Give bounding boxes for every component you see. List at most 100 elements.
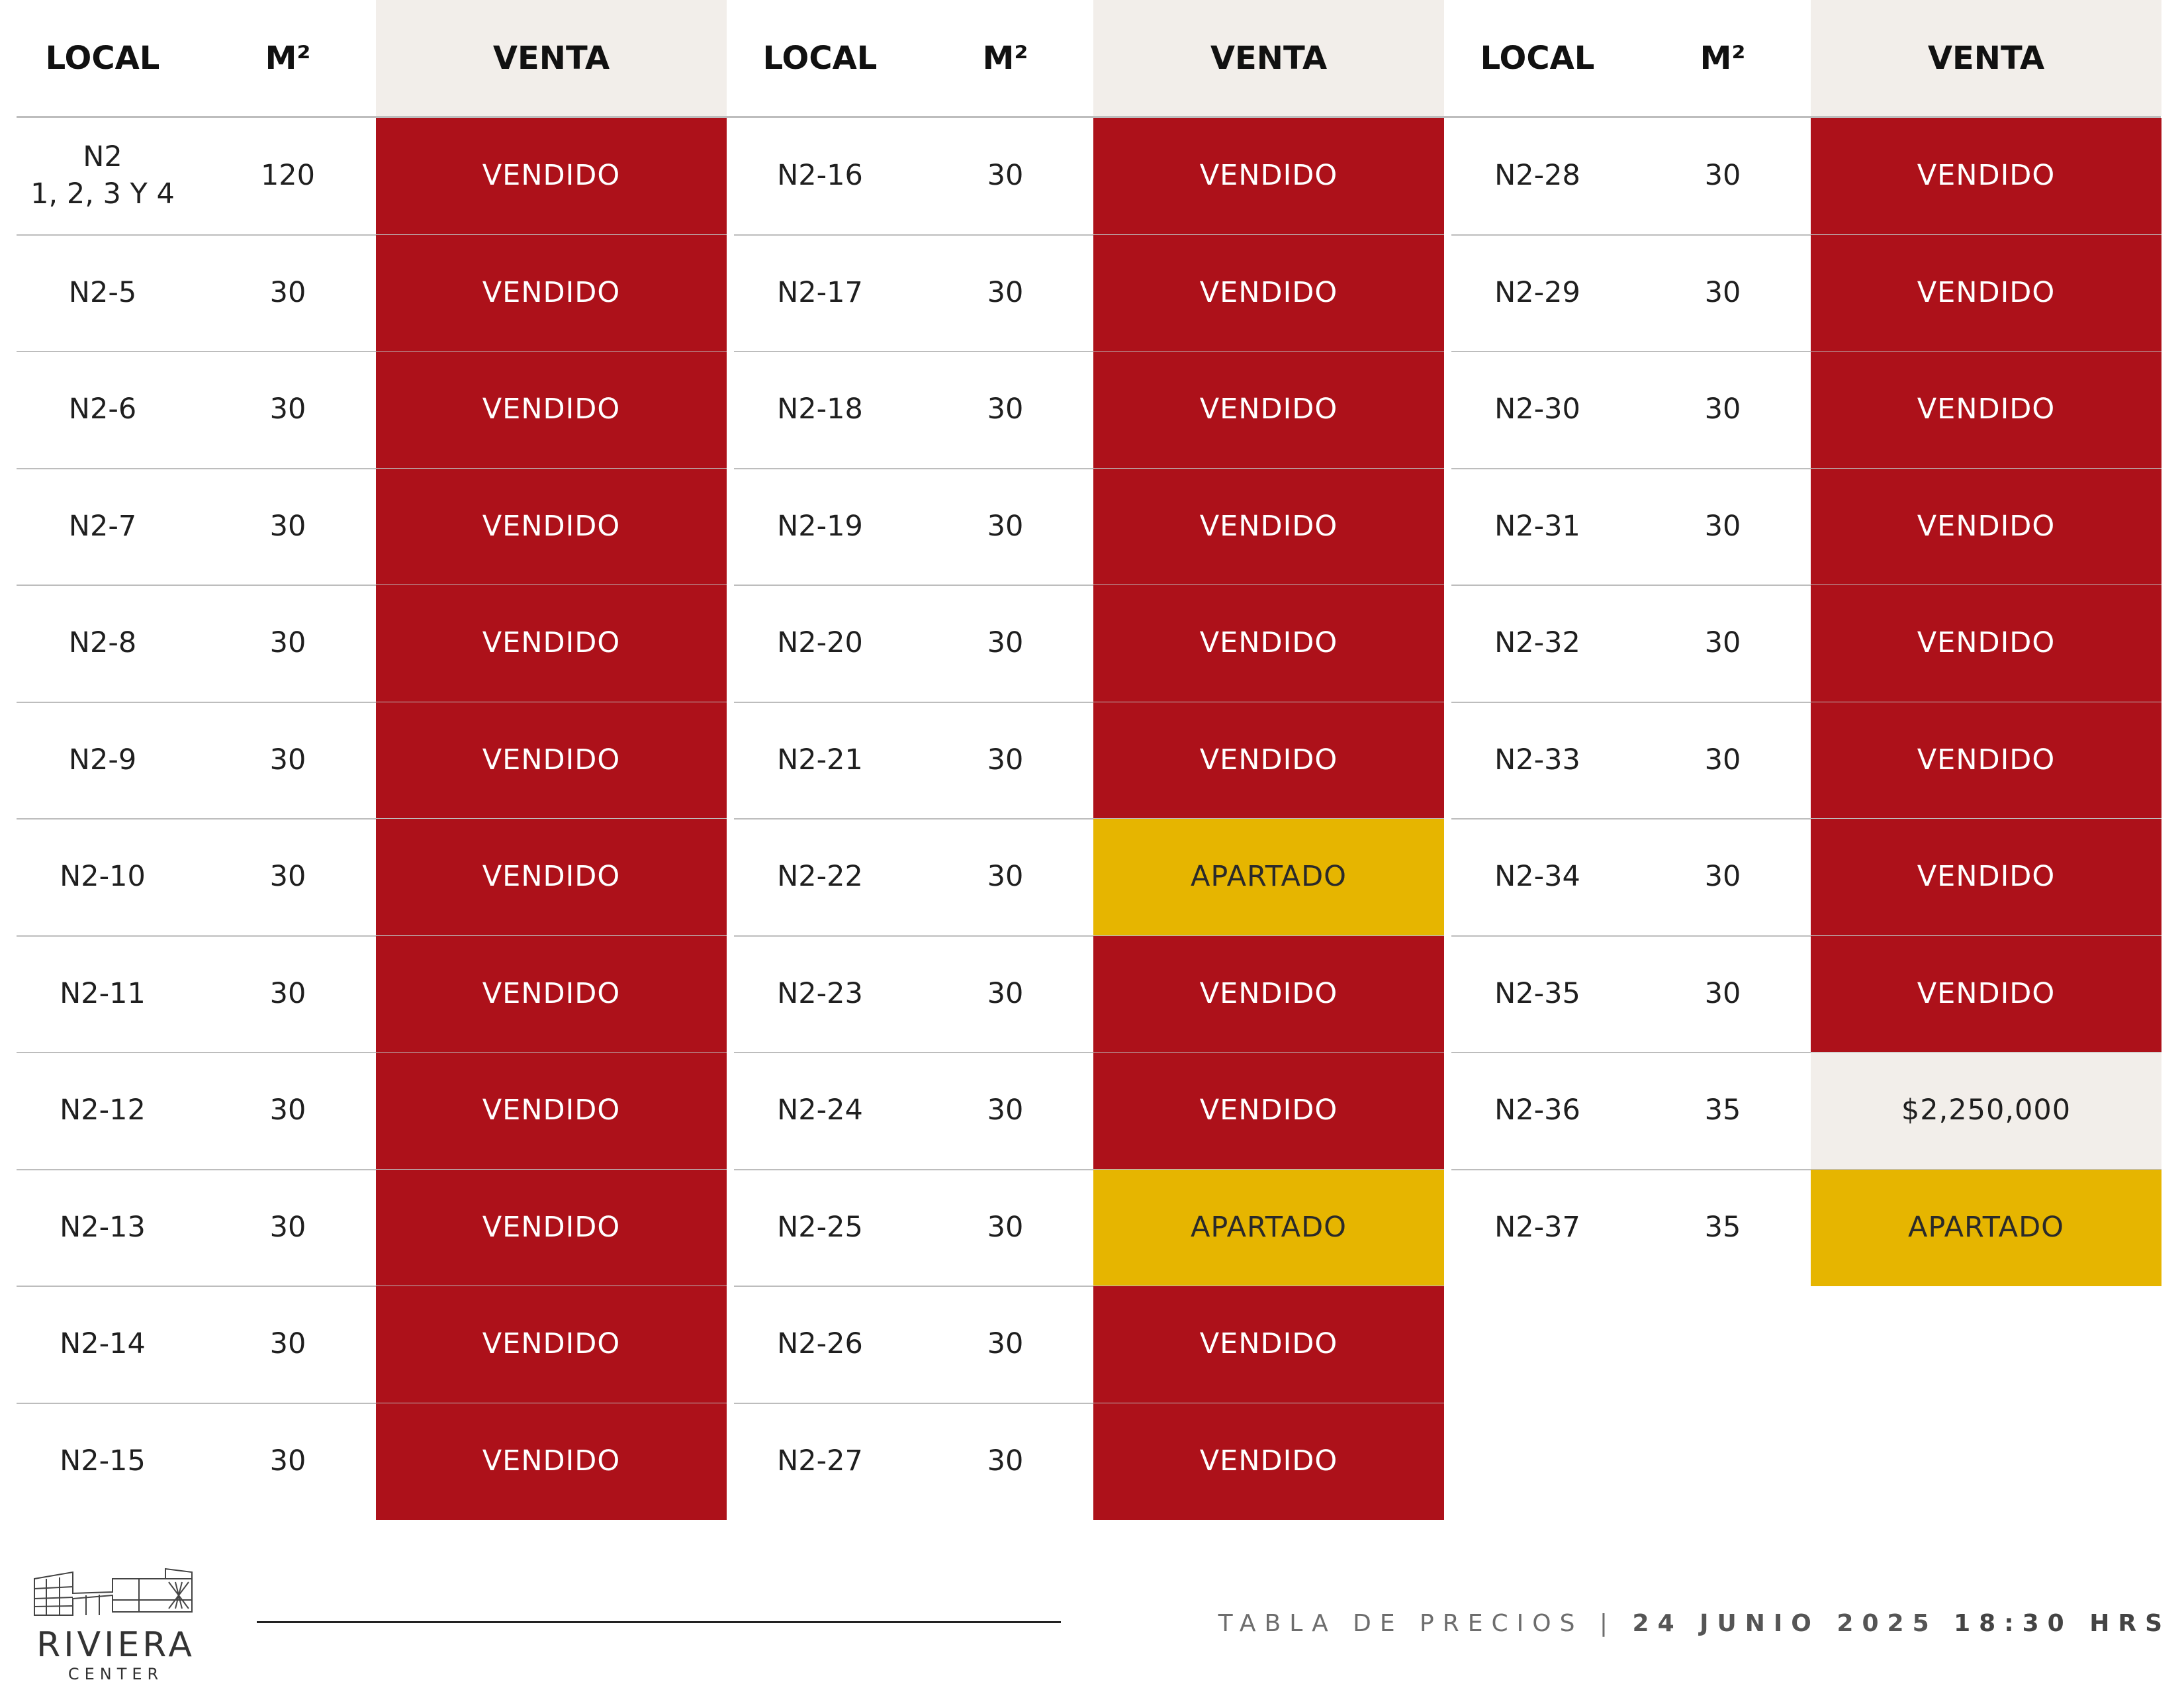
row-divider [17,234,727,236]
cell-venta-vendido: VENDIDO [1811,468,2161,585]
header-local: LOCAL [762,39,878,77]
cell-local: N2-23 [777,976,863,1010]
cell-local: N2-11 [60,976,146,1010]
cell-m2: 30 [269,626,306,660]
cell-venta-vendido: VENDIDO [376,118,727,235]
price-table: N2 1, 2, 3 Y 4 120 VENDIDO N2-5 30 VENDIDO N2-… [0,118,2184,1521]
footer-label: TABLA DE PRECIOS [1218,1610,1584,1637]
cell-m2: 120 [260,159,316,193]
cell-local: N2-30 [1494,393,1580,426]
row-divider [1451,585,2161,586]
cell-venta-vendido: VENDIDO [1093,1286,1444,1403]
row-divider [734,818,1444,820]
cell-local: N2-27 [777,1444,863,1477]
cell-m2: 30 [1704,393,1741,426]
cell-m2: 30 [269,1327,306,1361]
row-divider [1451,234,2161,236]
cell-local: N2-10 [60,860,146,894]
cell-m2: 30 [987,393,1024,426]
cell-local: N2-19 [777,509,863,543]
cell-local: N2-5 [68,275,137,309]
cell-local: N2-13 [60,1210,146,1244]
row-divider [734,701,1444,703]
cell-venta-vendido: VENDIDO [1811,702,2161,819]
cell-venta-vendido: VENDIDO [376,702,727,819]
cell-local: N2-26 [777,1327,863,1361]
cell-venta-price: $2,250,000 [1811,1053,2161,1170]
cell-m2: 30 [987,509,1024,543]
cell-m2: 35 [1704,1094,1741,1127]
cell-local: N2-36 [1494,1094,1580,1127]
cell-venta-vendido: VENDIDO [1093,118,1444,235]
header-local: LOCAL [1480,39,1595,77]
row-divider [1451,351,2161,352]
cell-m2: 30 [987,626,1024,660]
cell-local: N2-14 [60,1327,146,1361]
cell-m2: 30 [269,393,306,426]
cell-venta-vendido: VENDIDO [1093,1053,1444,1170]
row-divider [1451,1168,2161,1170]
cell-venta-vendido: VENDIDO [1093,1403,1444,1520]
cell-venta-vendido: VENDIDO [1811,352,2161,469]
row-divider [1451,818,2161,820]
cell-m2: 30 [987,743,1024,776]
footer-separator: | [1599,1610,1617,1637]
cell-venta-vendido: VENDIDO [376,1286,727,1403]
header-venta: VENTA [1093,0,1444,116]
footer-caption: TABLA DE PRECIOS | 24 JUNIO 2025 18:30 H… [1191,1610,2171,1637]
cell-venta-vendido: VENDIDO [376,468,727,585]
row-divider [1451,1052,2161,1053]
row-divider [17,585,727,586]
cell-m2: 30 [987,1210,1024,1244]
row-divider [1451,935,2161,937]
row-divider [734,351,1444,352]
header-m2: M² [265,39,311,77]
cell-local: N2-12 [60,1094,146,1127]
cell-local: N2-22 [777,860,863,894]
header-divider [17,116,2161,118]
row-divider [17,818,727,820]
cell-venta-vendido: VENDIDO [1093,234,1444,352]
cell-m2: 30 [987,1094,1024,1127]
logo-subtitle: CENTER [68,1665,164,1683]
cell-m2: 30 [1704,275,1741,309]
cell-m2: 30 [987,1444,1024,1477]
footer-rule [257,1621,1061,1623]
cell-venta-apartado: APARTADO [1811,1169,2161,1286]
cell-m2: 30 [269,976,306,1010]
cell-local: N2-21 [777,743,863,776]
cell-m2: 30 [1704,509,1741,543]
cell-venta-vendido: VENDIDO [376,1403,727,1520]
cell-local: N2-6 [68,393,137,426]
row-divider [734,234,1444,236]
row-divider [1451,467,2161,469]
row-divider [1451,701,2161,703]
row-divider [734,1052,1444,1053]
cell-venta-apartado: APARTADO [1093,1169,1444,1286]
row-divider [734,585,1444,586]
row-divider [17,935,727,937]
cell-local: N2-33 [1494,743,1580,776]
row-divider [17,1052,727,1053]
cell-m2: 30 [987,275,1024,309]
cell-m2: 30 [987,860,1024,894]
cell-venta-vendido: VENDIDO [376,352,727,469]
cell-venta-vendido: VENDIDO [376,234,727,352]
row-divider [734,1168,1444,1170]
cell-local: N2-24 [777,1094,863,1127]
row-divider [734,1402,1444,1404]
cell-m2: 30 [1704,860,1741,894]
cell-m2: 30 [269,275,306,309]
row-divider [17,701,727,703]
header-m2: M² [982,39,1028,77]
cell-local: N2-29 [1494,275,1580,309]
cell-venta-vendido: VENDIDO [1811,118,2161,235]
cell-local: N2-20 [777,626,863,660]
header-venta: VENTA [1811,0,2161,116]
cell-local: N2-18 [777,393,863,426]
cell-m2: 30 [269,743,306,776]
cell-m2: 30 [269,1444,306,1477]
cell-local: N2-35 [1494,976,1580,1010]
logo-name: RIVIERA [36,1625,195,1665]
table-header: LOCAL M² VENTA LOCAL M² VENTA LOCAL M² VENTA [0,0,2184,116]
